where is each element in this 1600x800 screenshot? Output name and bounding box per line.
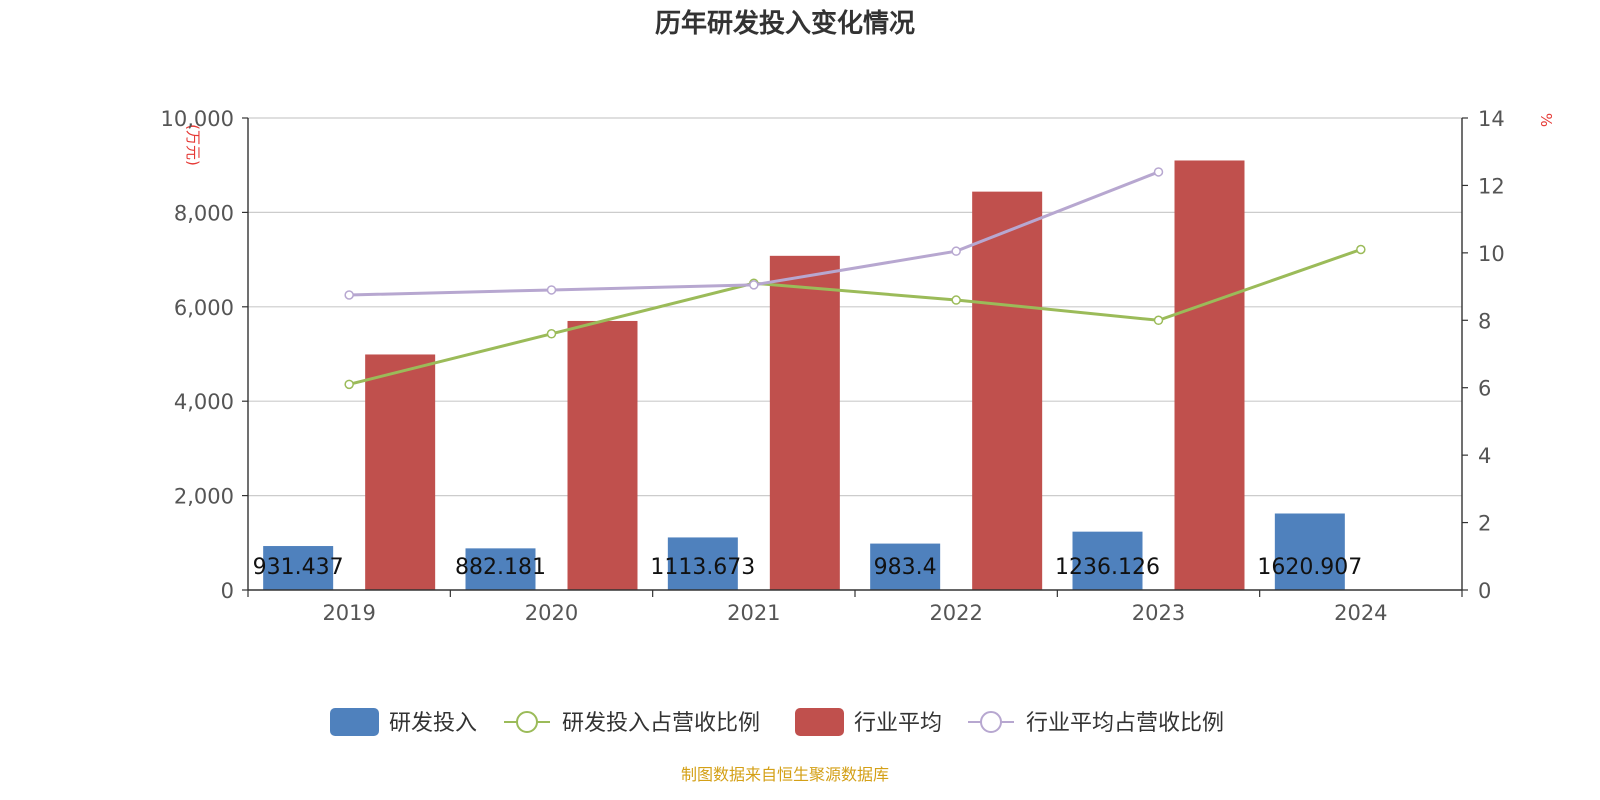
x-tick-label: 2022 xyxy=(929,601,982,625)
rd-bar xyxy=(1274,513,1345,590)
right-axis-unit-label: % xyxy=(1537,113,1555,127)
legend-swatch xyxy=(795,708,844,736)
legend-item[interactable]: 研发投入 xyxy=(330,708,477,736)
industry-ratio-point xyxy=(951,246,961,256)
right-tick-label: 14 xyxy=(1478,107,1505,131)
rd-bar xyxy=(870,543,941,590)
rd-ratio-line xyxy=(348,248,1362,386)
right-tick-label: 12 xyxy=(1478,174,1505,198)
right-tick-label: 2 xyxy=(1478,512,1491,536)
legend-label: 研发投入 xyxy=(389,711,477,736)
rd-bar-value-label: 882.181 xyxy=(455,555,546,580)
left-tick-label: 8,000 xyxy=(174,201,234,225)
gridlines xyxy=(248,117,1462,497)
industry-ratio-point xyxy=(344,290,354,300)
legend-item[interactable]: 行业平均 xyxy=(795,708,942,736)
rd-bar xyxy=(465,548,536,590)
right-tick-label: 10 xyxy=(1478,242,1505,266)
right-tick-label: 4 xyxy=(1478,444,1491,468)
legend-item[interactable]: 研发投入占营收比例 xyxy=(504,711,760,736)
industry-ratio-point xyxy=(1153,167,1164,177)
legend-label: 行业平均占营收比例 xyxy=(1026,711,1224,736)
x-tick-label: 2019 xyxy=(322,601,375,625)
rd-ratio-point xyxy=(344,379,354,390)
industry-ratio-point xyxy=(546,285,557,295)
rd-bar-value-label: 983.4 xyxy=(874,555,937,580)
rd-ratio-point xyxy=(1153,315,1164,326)
source-note: 制图数据来自恒生聚源数据库 xyxy=(681,765,889,784)
right-tick-label: 8 xyxy=(1478,309,1491,333)
left-axis-unit-label: (万元) xyxy=(184,124,202,166)
legend-item[interactable]: 行业平均占营收比例 xyxy=(968,711,1224,736)
rd-bar-value-label: 1236.126 xyxy=(1055,555,1160,580)
industry-bar xyxy=(769,255,840,590)
industry-bar xyxy=(972,191,1043,590)
x-tick-label: 2021 xyxy=(727,601,780,625)
rd-bar-value-label: 1620.907 xyxy=(1257,555,1362,580)
lines xyxy=(344,167,1366,390)
rd-bar xyxy=(263,546,334,590)
right-tick-label: 0 xyxy=(1478,579,1491,603)
rd-bar-value-label: 1113.673 xyxy=(650,555,755,580)
left-tick-label: 4,000 xyxy=(174,390,234,414)
legend-swatch xyxy=(330,708,379,736)
left-tick-label: 10,000 xyxy=(161,107,234,131)
rd-bar xyxy=(667,537,738,590)
x-tick-label: 2020 xyxy=(525,601,578,625)
rd-bar-value-label: 931.437 xyxy=(253,555,344,580)
rd-ratio-point xyxy=(1356,244,1366,255)
data-labels: 931.437 882.181 1113.673 983.4 1236.126 1620.… xyxy=(253,555,1363,580)
industry-bar xyxy=(567,320,638,590)
x-tick-label: 2024 xyxy=(1334,601,1387,625)
left-tick-label: 0 xyxy=(221,579,234,603)
rd-ratio-point xyxy=(546,329,557,339)
legend: 研发投入 研发投入占营收比例 行业平均 行业平均占营收比例 xyxy=(330,708,1224,736)
industry-ratio-point xyxy=(749,280,759,290)
chart-title: 历年研发投入变化情况 xyxy=(655,8,915,39)
left-tick-label: 6,000 xyxy=(174,296,234,320)
axes: 0 2,000 4,000 6,000 8,000 10,000 0 2 4 6 8 10 12 14 20… xyxy=(161,107,1505,625)
rd-ratio-point xyxy=(951,295,961,305)
industry-bar xyxy=(365,354,436,590)
x-tick-label: 2023 xyxy=(1132,601,1185,625)
industry-bar xyxy=(1174,160,1245,591)
legend-label: 行业平均 xyxy=(854,711,942,736)
rd-bar xyxy=(1072,531,1143,590)
legend-marker xyxy=(516,711,538,733)
legend-label: 研发投入占营收比例 xyxy=(562,711,760,736)
legend-marker xyxy=(980,711,1002,733)
left-tick-label: 2,000 xyxy=(174,485,234,509)
right-tick-label: 6 xyxy=(1478,377,1491,401)
bars xyxy=(263,160,1345,591)
